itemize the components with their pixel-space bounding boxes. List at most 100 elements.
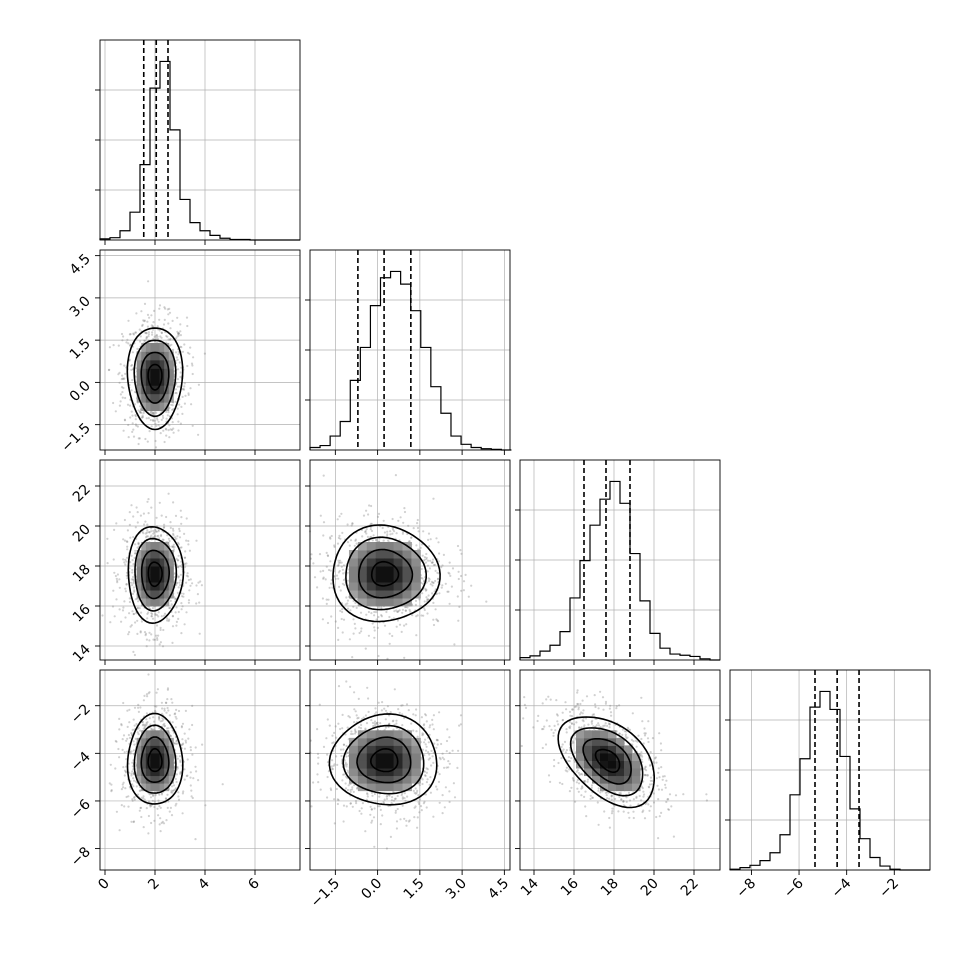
sample-point [137, 541, 140, 544]
sample-point [389, 533, 392, 536]
sample-point [448, 561, 451, 564]
sample-point [138, 809, 141, 812]
sample-point [141, 724, 144, 727]
sample-point [185, 316, 189, 319]
density-cell [357, 760, 368, 769]
sample-point [425, 745, 428, 748]
sample-point [172, 534, 175, 537]
sample-point [420, 716, 423, 719]
sample-point [411, 614, 414, 617]
sample-point [172, 431, 175, 434]
sample-point [194, 838, 197, 841]
sample-point [445, 739, 449, 743]
sample-point [386, 530, 389, 533]
sample-point [345, 755, 348, 758]
sample-point [401, 792, 404, 795]
sample-point [370, 529, 374, 533]
sample-point [148, 717, 151, 720]
sample-point [373, 845, 376, 848]
sample-point [166, 688, 169, 691]
sample-point [183, 385, 186, 388]
sample-point [161, 717, 164, 720]
density-cell [348, 745, 359, 754]
sample-point [124, 590, 127, 593]
sample-point [162, 822, 166, 825]
sample-point [144, 437, 147, 441]
sample-point [171, 785, 174, 788]
sample-point [196, 593, 199, 596]
sample-point [144, 331, 147, 334]
sample-point [370, 791, 373, 794]
sample-point [195, 584, 198, 587]
sample-point [109, 763, 112, 766]
sample-point [134, 331, 138, 334]
sample-point [130, 733, 134, 736]
sample-point [140, 310, 143, 313]
sample-point [146, 313, 150, 316]
sample-point [125, 795, 128, 799]
sample-point [130, 820, 133, 823]
sample-point [331, 586, 334, 589]
sample-point [341, 608, 344, 611]
scatter-panel-0-1 [95, 249, 301, 455]
sample-point [190, 403, 193, 406]
sample-point [388, 794, 391, 797]
density-cell [155, 566, 161, 575]
sample-point [177, 554, 180, 557]
sample-point [172, 501, 175, 504]
sample-point [442, 553, 445, 557]
sample-point [146, 535, 149, 538]
sample-point [425, 806, 428, 809]
density-cell [168, 760, 174, 769]
sample-point [136, 521, 139, 524]
density-cell [145, 550, 151, 559]
sample-point [391, 634, 394, 638]
density-cell [159, 359, 165, 369]
sample-point [379, 808, 382, 812]
sample-point [420, 543, 424, 546]
sample-point [189, 387, 192, 390]
sample-point [342, 578, 345, 582]
density-cell [155, 730, 161, 739]
sample-point [426, 564, 429, 567]
sample-point [147, 673, 150, 676]
sample-point [369, 522, 372, 526]
sample-point [431, 718, 434, 722]
sample-point [335, 736, 338, 739]
sample-point [169, 599, 172, 603]
sample-point [319, 514, 322, 517]
sample-point [176, 767, 179, 770]
sample-point [182, 388, 186, 391]
sample-point [427, 741, 430, 744]
sample-point [186, 572, 189, 575]
sample-point [428, 753, 431, 756]
density-cell [150, 566, 156, 575]
density-cell [168, 582, 174, 591]
density-cell [159, 598, 165, 607]
sample-point [420, 567, 423, 571]
density-cell [145, 582, 151, 591]
sample-point [428, 567, 431, 570]
sample-point [176, 591, 179, 595]
sample-point [150, 633, 153, 636]
hist-panel-3 [725, 669, 931, 875]
panel-frame [99, 459, 301, 661]
sample-point [346, 571, 349, 574]
sample-point [188, 352, 191, 355]
sample-point [318, 703, 321, 706]
sample-point [436, 788, 439, 791]
sample-point [136, 546, 139, 549]
sample-point [341, 568, 344, 571]
sample-point [432, 623, 436, 627]
sample-point [337, 626, 340, 630]
sample-point [151, 607, 154, 610]
sample-point [175, 557, 178, 561]
sample-point [114, 410, 117, 413]
sample-point [169, 735, 173, 738]
sample-point [151, 799, 154, 802]
sample-point [329, 787, 332, 790]
sample-point [357, 716, 360, 720]
sample-point [144, 532, 147, 535]
sample-point [351, 522, 354, 525]
sample-point [367, 710, 370, 714]
